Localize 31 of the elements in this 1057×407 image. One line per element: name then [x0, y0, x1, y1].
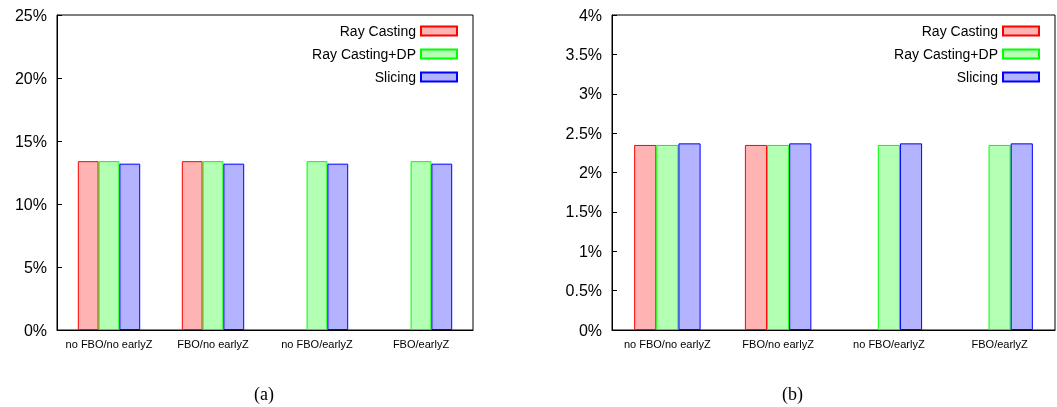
- y-tick-label: 0%: [578, 321, 602, 339]
- y-tick-label: 5%: [23, 258, 47, 276]
- legend-label: Slicing: [956, 69, 998, 85]
- legend-label: Ray Casting+DP: [894, 46, 998, 62]
- x-tick-label: FBO/earlyZ: [392, 337, 450, 350]
- x-tick-label: FBO/no earlyZ: [177, 337, 250, 350]
- y-tick-label: 3.5%: [565, 45, 602, 63]
- x-tick-label: FBO/no earlyZ: [742, 337, 815, 350]
- x-tick-label: no FBO/earlyZ: [853, 337, 925, 350]
- text: (b): [782, 384, 804, 405]
- y-tick-label: 4%: [578, 6, 602, 24]
- y-tick-label: 10%: [14, 195, 47, 213]
- x-tick-label: no FBO/earlyZ: [281, 337, 354, 350]
- y-tick-label: 25%: [14, 6, 47, 24]
- y-tick-label: 3%: [578, 85, 602, 103]
- x-tick-label: no FBO/no earlyZ: [65, 337, 153, 350]
- y-tick-label: 20%: [14, 69, 47, 87]
- x-tick-label: no FBO/no earlyZ: [623, 337, 712, 350]
- y-tick-label: 1%: [578, 242, 602, 260]
- x-tick-label: FBO/earlyZ: [971, 337, 1029, 350]
- y-tick-label: 2%: [578, 164, 602, 181]
- y-tick-label: 0.5%: [565, 282, 602, 300]
- legend-label: Slicing: [374, 69, 416, 85]
- y-tick-label: 1.5%: [565, 203, 602, 221]
- legend-label: Ray Casting: [339, 23, 416, 39]
- y-tick-label: 15%: [14, 132, 47, 150]
- y-tick-label: 0%: [23, 321, 47, 339]
- legend-label: Ray Casting+DP: [312, 46, 416, 62]
- text: (a): [254, 384, 274, 405]
- y-tick-label: 2.5%: [565, 124, 602, 142]
- legend-label: Ray Casting: [921, 23, 998, 39]
